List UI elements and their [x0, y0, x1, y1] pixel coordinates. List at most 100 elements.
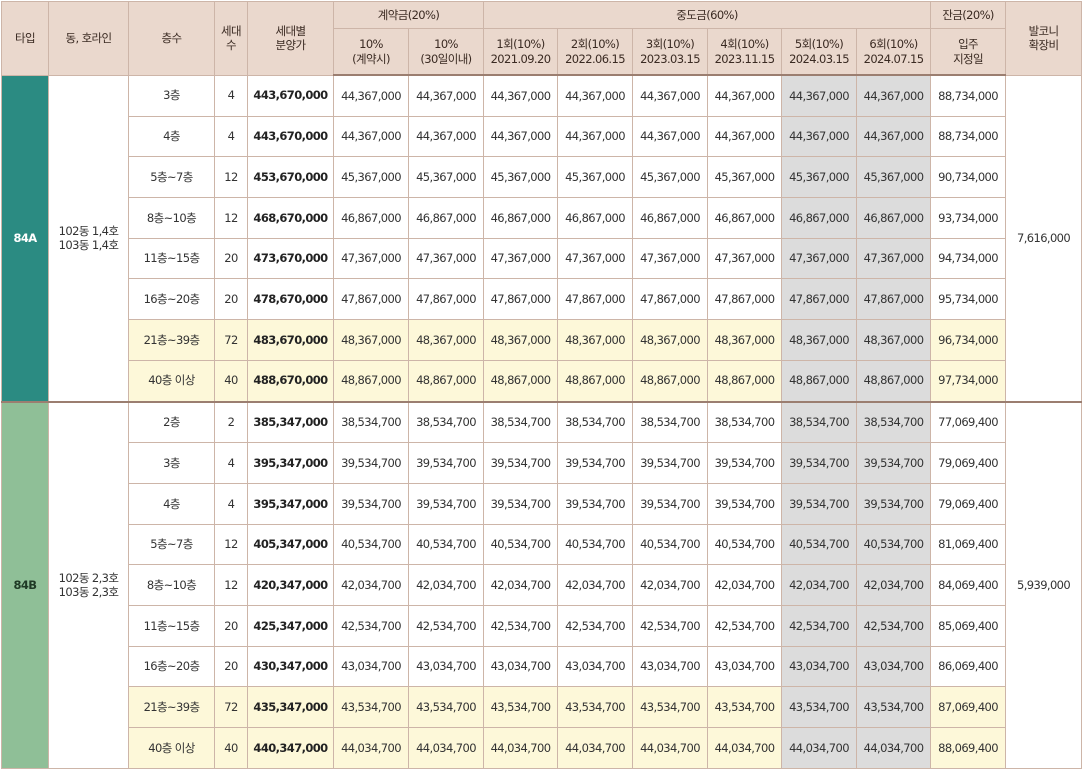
table-cell: 2층 — [128, 400, 215, 444]
table-cell: 473,670,000 — [247, 237, 334, 280]
table-cell: 79,069,400 — [930, 442, 1007, 484]
table-cell: 20 — [214, 645, 248, 688]
table-cell: 48,367,000 — [557, 319, 634, 361]
table-cell: 48,867,000 — [632, 359, 709, 403]
table-cell: 44,034,700 — [781, 727, 858, 769]
table-cell: 48,867,000 — [781, 359, 858, 403]
header-cell: 계약금(20%) — [332, 1, 485, 29]
table-cell: 47,867,000 — [333, 278, 409, 321]
table-cell: 48,367,000 — [333, 319, 409, 361]
table-row: 16층~20층 20 478,670,000 47,867,000 47,867,000… — [2, 278, 1082, 321]
table-cell: 72 — [214, 686, 248, 728]
table-cell: 16층~20층 — [128, 645, 215, 688]
table-row: 4층 4 443,670,000 44,367,000 44,367,000 44,367… — [2, 115, 1082, 158]
header-cell: 세대별 분양가 — [247, 1, 334, 76]
table-cell: 39,534,700 — [632, 442, 709, 484]
table-cell: 42,534,700 — [407, 604, 485, 647]
table-cell: 40 — [214, 359, 248, 403]
header-cell: 입주 지정일 — [930, 28, 1007, 76]
table-cell: 40,534,700 — [483, 523, 559, 566]
header-cell: 동, 호라인 — [48, 1, 129, 76]
table-cell: 44,034,700 — [557, 727, 634, 769]
table-cell: 20 — [214, 278, 248, 321]
header-cell: 타입 — [1, 1, 49, 76]
table-cell: 45,367,000 — [333, 156, 409, 199]
table-cell: 12 — [214, 156, 248, 199]
type-cell: 84A — [1, 74, 49, 402]
table-cell: 12 — [214, 523, 248, 566]
table-cell: 43,534,700 — [557, 686, 634, 728]
table-cell: 45,367,000 — [781, 156, 858, 199]
header-cell: 3회(10%) 2023.03.15 — [632, 28, 709, 76]
table-cell: 43,534,700 — [333, 686, 409, 728]
table-cell: 48,367,000 — [407, 319, 485, 361]
header-cell: 잔금(20%) — [930, 1, 1007, 29]
header-cell: 2회(10%) 2022.06.15 — [557, 28, 634, 76]
table-cell: 44,367,000 — [632, 74, 709, 117]
header-cell: 6회(10%) 2024.07.15 — [856, 28, 932, 76]
table-cell: 43,034,700 — [333, 645, 409, 688]
table-cell: 4 — [214, 482, 248, 525]
table-cell: 42,034,700 — [856, 564, 932, 606]
table-cell: 44,367,000 — [557, 115, 634, 158]
table-cell: 38,534,700 — [483, 400, 559, 444]
dong-cell: 102동 2,3호 103동 2,3호 — [48, 400, 129, 769]
table-row: 8층~10층 12 468,670,000 46,867,000 46,867,000 4… — [2, 197, 1082, 239]
table-cell: 47,867,000 — [707, 278, 783, 321]
table-cell: 47,867,000 — [856, 278, 932, 321]
table-cell: 79,069,400 — [930, 482, 1007, 525]
table-cell: 48,367,000 — [483, 319, 559, 361]
table-cell: 12 — [214, 564, 248, 606]
table-cell: 5층~7층 — [128, 156, 215, 199]
table-cell: 43,034,700 — [781, 645, 858, 688]
table-cell: 4층 — [128, 482, 215, 525]
table-cell: 39,534,700 — [707, 442, 783, 484]
table-cell: 8층~10층 — [128, 564, 215, 606]
table-cell: 40,534,700 — [333, 523, 409, 566]
table-cell: 40,534,700 — [407, 523, 485, 566]
table-cell: 20 — [214, 237, 248, 280]
table-cell: 44,034,700 — [407, 727, 485, 769]
table-cell: 43,034,700 — [632, 645, 709, 688]
table-cell: 39,534,700 — [407, 442, 485, 484]
table-cell: 440,347,000 — [247, 727, 334, 769]
table-cell: 42,034,700 — [781, 564, 858, 606]
table-cell: 44,367,000 — [856, 74, 932, 117]
table-cell: 44,367,000 — [707, 115, 783, 158]
table-cell: 48,867,000 — [483, 359, 559, 403]
table-cell: 4 — [214, 442, 248, 484]
table-cell: 47,367,000 — [781, 237, 858, 280]
table-cell: 47,367,000 — [333, 237, 409, 280]
table-cell: 45,367,000 — [707, 156, 783, 199]
table-cell: 45,367,000 — [557, 156, 634, 199]
table-cell: 43,534,700 — [707, 686, 783, 728]
table-cell: 44,034,700 — [632, 727, 709, 769]
table-row: 84A 102동 1,4호 103동 1,4호 3층 4 443,670,000 44,3… — [1, 74, 1082, 402]
table-cell: 43,534,700 — [407, 686, 485, 728]
table-cell: 44,367,000 — [483, 74, 559, 117]
table-cell: 85,069,400 — [930, 604, 1007, 647]
table-cell: 20 — [214, 604, 248, 647]
table-cell: 43,034,700 — [707, 645, 783, 688]
table-cell: 84,069,400 — [930, 564, 1007, 606]
table-cell: 11층~15층 — [128, 604, 215, 647]
table-row: 16층~20층 20 430,347,000 43,034,700 43,034,700… — [2, 645, 1082, 688]
table-cell: 95,734,000 — [930, 278, 1007, 321]
table-cell: 3층 — [128, 442, 215, 484]
table-cell: 478,670,000 — [247, 278, 334, 321]
table-cell: 395,347,000 — [247, 482, 334, 525]
table-cell: 483,670,000 — [247, 319, 334, 361]
table-cell: 43,534,700 — [632, 686, 709, 728]
table-cell: 39,534,700 — [856, 442, 932, 484]
table-cell: 86,069,400 — [930, 645, 1007, 688]
table-cell: 44,367,000 — [781, 74, 858, 117]
header-row: 타입 동, 호라인 층수 세대 수 세대별 분양가 계약금(20%) 중도금(6… — [1, 1, 1082, 76]
header-cell: 5회(10%) 2024.03.15 — [781, 28, 858, 76]
table-cell: 97,734,000 — [930, 359, 1007, 403]
table-row: 40층 이상 40 488,670,000 48,867,000 48,867,000 4… — [2, 359, 1082, 403]
table-cell: 425,347,000 — [247, 604, 334, 647]
table-cell: 2 — [214, 400, 248, 444]
table-cell: 39,534,700 — [333, 442, 409, 484]
balcony-cell: 5,939,000 — [1005, 400, 1082, 769]
table-cell: 42,034,700 — [707, 564, 783, 606]
